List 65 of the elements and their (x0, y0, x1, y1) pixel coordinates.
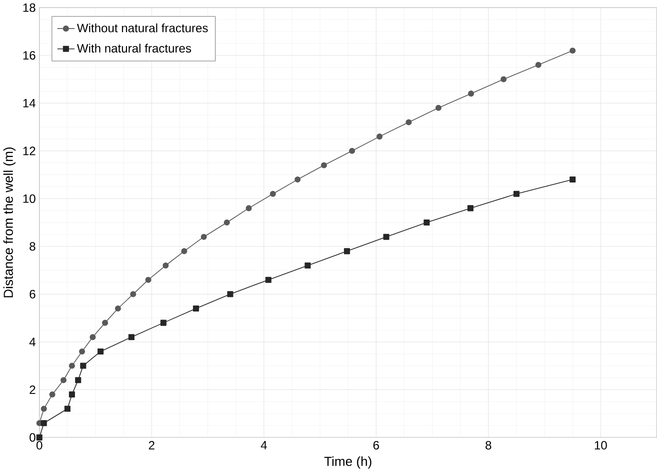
x-tick-label: 2 (148, 441, 154, 450)
y-tick-label: 8 (30, 242, 36, 251)
x-tick-label: 4 (260, 441, 267, 450)
point (68, 391, 75, 398)
y-tick-label: 0 (30, 433, 36, 442)
y-axis-title: Distance from the well (m) (3, 148, 16, 298)
point (224, 220, 230, 226)
point (304, 262, 311, 269)
point (162, 262, 169, 269)
point (570, 176, 576, 183)
point (102, 320, 108, 326)
y-tick-label: 18 (23, 3, 36, 12)
point (467, 205, 474, 212)
x-tick-label: 8 (486, 441, 492, 450)
point (500, 76, 507, 82)
point (344, 248, 350, 254)
point (513, 190, 520, 197)
point (36, 434, 42, 440)
point (114, 306, 121, 312)
point (75, 377, 82, 384)
point (435, 104, 442, 111)
point (192, 306, 199, 312)
point (227, 291, 234, 298)
y-tick-label: 16 (23, 51, 36, 60)
y-tick-label: 10 (23, 194, 36, 203)
point (376, 134, 383, 140)
point (145, 276, 152, 283)
point (349, 148, 356, 154)
point (98, 348, 104, 355)
point (570, 48, 576, 54)
point (200, 234, 207, 240)
point (60, 377, 67, 384)
point (64, 406, 70, 412)
x-axis-title: Time (h) (324, 456, 372, 469)
y-tick-label: 6 (30, 290, 36, 298)
x-tick-label: 6 (373, 441, 379, 450)
point (406, 119, 412, 126)
point (128, 334, 134, 340)
y-tick-label: 14 (23, 99, 36, 108)
point (265, 276, 272, 283)
point (270, 190, 276, 197)
y-tick-label: 12 (23, 146, 36, 156)
point (383, 234, 390, 240)
x-tick-label: 0 (36, 441, 42, 450)
point (40, 406, 47, 412)
point (40, 420, 47, 426)
legend-label: Without natural fractures (76, 23, 208, 32)
point (79, 348, 86, 355)
point (160, 320, 166, 326)
x-tick-label: 10 (594, 441, 607, 450)
point (468, 90, 474, 97)
point (80, 362, 86, 369)
y-tick-label: 4 (29, 338, 36, 346)
point (320, 162, 327, 168)
point (49, 391, 56, 398)
point (535, 62, 542, 68)
point (90, 334, 96, 340)
legend-label: With natural fractures (76, 44, 192, 53)
point (181, 248, 188, 254)
point (130, 291, 136, 298)
point (68, 362, 75, 369)
y-tick-label: 2 (30, 386, 36, 394)
point (424, 220, 430, 226)
point (246, 205, 252, 212)
point (294, 176, 301, 183)
